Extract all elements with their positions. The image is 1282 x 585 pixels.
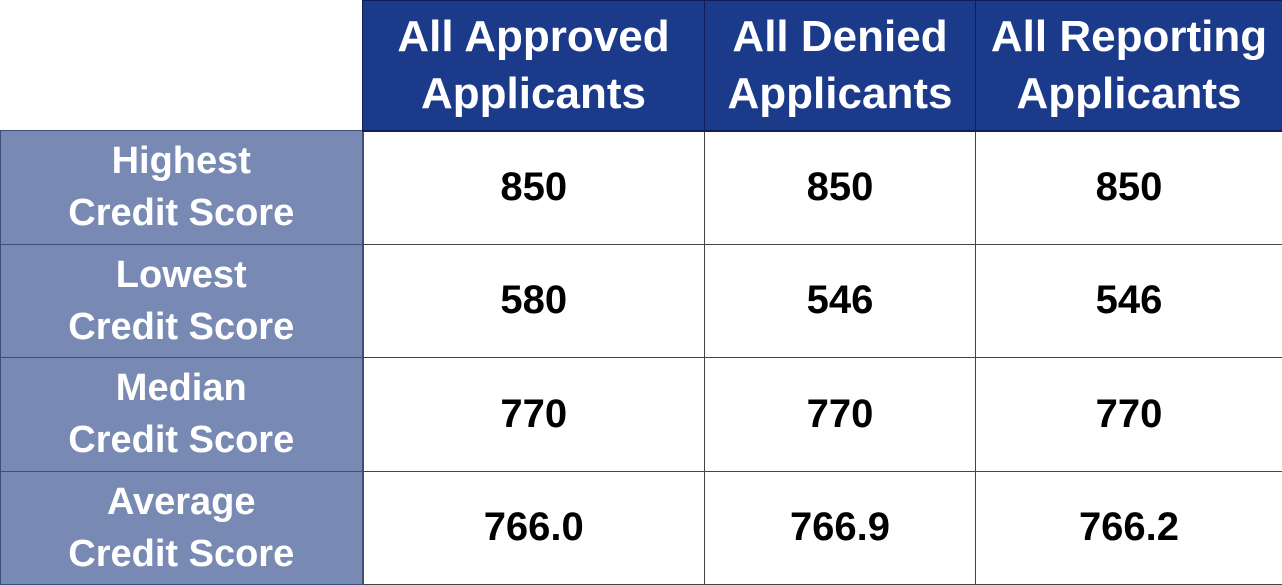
- row-header-average: Average Credit Score: [0, 470, 364, 585]
- value-cell-median-reporting: 770: [975, 357, 1282, 472]
- table-row-highest: Highest Credit Score 850 850 850: [0, 130, 1282, 245]
- header-row: All Approved Applicants All Denied Appli…: [0, 0, 1282, 132]
- table-row-median: Median Credit Score 770 770 770: [0, 357, 1282, 472]
- corner-cell: [0, 0, 363, 131]
- row-header-median: Median Credit Score: [0, 357, 364, 472]
- column-header-denied: All Denied Applicants: [704, 0, 976, 132]
- value-cell-lowest-approved: 580: [362, 243, 705, 358]
- row-header-lowest: Lowest Credit Score: [0, 243, 364, 358]
- table-row-lowest: Lowest Credit Score 580 546 546: [0, 243, 1282, 358]
- row-header-highest: Highest Credit Score: [0, 130, 364, 245]
- value-cell-highest-denied: 850: [704, 130, 976, 245]
- value-cell-lowest-reporting: 546: [975, 243, 1282, 358]
- column-header-approved: All Approved Applicants: [362, 0, 705, 132]
- value-cell-median-approved: 770: [362, 357, 705, 472]
- column-header-reporting: All Reporting Applicants: [975, 0, 1282, 132]
- value-cell-average-reporting: 766.2: [975, 470, 1282, 585]
- value-cell-highest-reporting: 850: [975, 130, 1282, 245]
- value-cell-average-denied: 766.9: [704, 470, 976, 585]
- value-cell-median-denied: 770: [704, 357, 976, 472]
- value-cell-lowest-denied: 546: [704, 243, 976, 358]
- value-cell-average-approved: 766.0: [362, 470, 705, 585]
- table-row-average: Average Credit Score 766.0 766.9 766.2: [0, 470, 1282, 585]
- value-cell-highest-approved: 850: [362, 130, 705, 245]
